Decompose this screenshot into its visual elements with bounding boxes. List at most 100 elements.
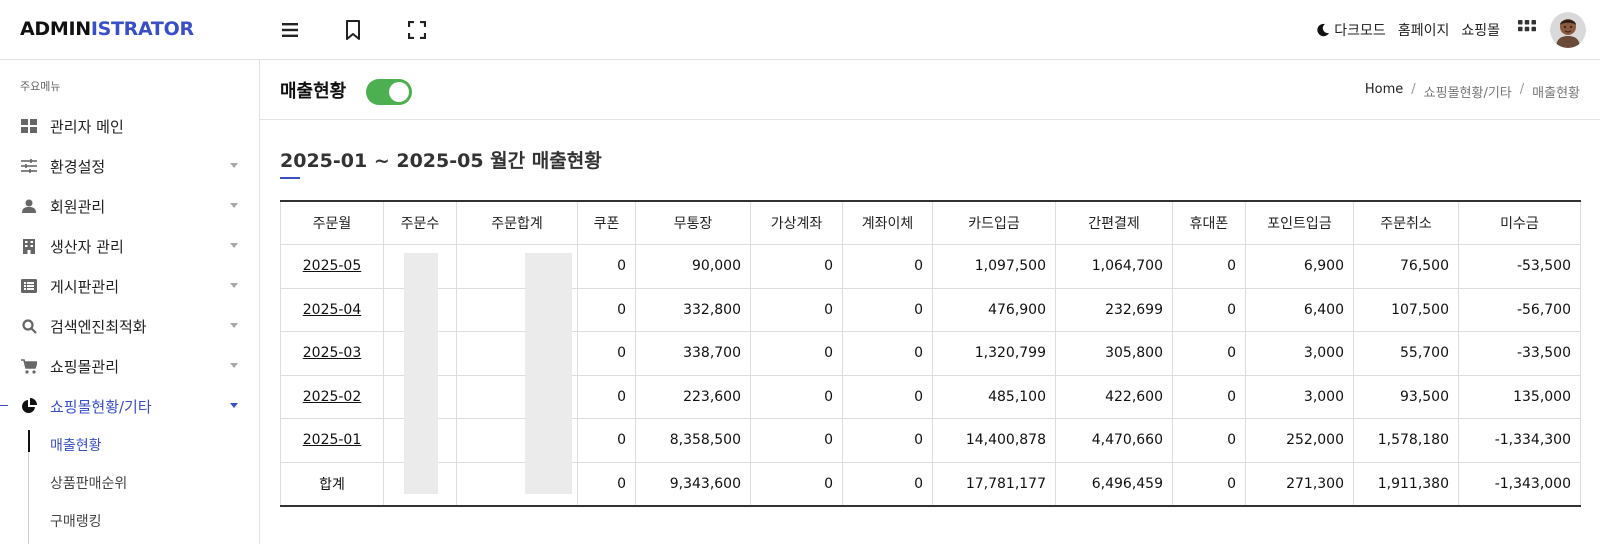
table-cell: 338,700: [635, 331, 751, 376]
sidebar-title: 주요메뉴: [20, 80, 61, 93]
chevron-down-icon: [230, 203, 238, 208]
breadcrumb: Home / 쇼핑몰현황/기타 / 매출현황: [1365, 82, 1580, 101]
table-cell: 422,600: [1055, 374, 1173, 419]
sales-table: 주문월 주문수 주문합계 쿠폰 무통장 가상계좌 계좌이체 카드입금 간편결제 …: [280, 200, 1581, 507]
column-header: 간편결제: [1055, 200, 1173, 245]
table-cell: 107,500: [1353, 287, 1459, 332]
section-title: 2025-01 ~ 2025-05 월간 매출현황: [280, 150, 602, 172]
table-cell: 2025-05: [280, 244, 384, 289]
avatar[interactable]: [1550, 12, 1586, 48]
table-row: 2025-021,30223,60000485,100422,60003,000…: [280, 374, 1581, 419]
table-total-row: 합계37,809,343,6000017,781,1776,496,459027…: [280, 461, 1581, 506]
table-cell: 1,578,180: [1353, 418, 1459, 463]
table-cell: 6,400: [1245, 287, 1354, 332]
list-icon: [20, 277, 38, 295]
building-icon: [20, 237, 38, 255]
homepage-label: 홈페이지: [1397, 23, 1450, 39]
table-cell: 0: [1172, 244, 1246, 289]
page-title: 매출현황: [280, 81, 347, 102]
table-cell: 485,100: [932, 374, 1056, 419]
redaction-mask-order-count: [404, 253, 438, 494]
sidebar-item-label: 생산자 관리: [50, 237, 124, 256]
table-cell: 0: [842, 244, 933, 289]
table-cell: 2025-01: [280, 418, 384, 463]
sidebar-item-boards[interactable]: 게시판관리: [0, 270, 259, 302]
breadcrumb-separator: /: [1411, 82, 1416, 97]
submenu-item-product-ranking[interactable]: 상품판매순위: [50, 476, 128, 492]
chevron-down-icon: [230, 403, 238, 408]
table-row: 2025-0131,108,358,5000014,400,8784,470,6…: [280, 418, 1581, 463]
hamburger-menu-icon[interactable]: [277, 17, 303, 43]
submenu-item-sales-status[interactable]: 매출현황: [50, 438, 102, 454]
table-cell: 0: [1172, 331, 1246, 376]
breadcrumb-section[interactable]: 쇼핑몰현황/기타: [1423, 86, 1512, 101]
table-cell: 55,700: [1353, 331, 1459, 376]
table-cell: 305,800: [1055, 331, 1173, 376]
table-cell: 0: [842, 287, 933, 332]
pie-chart-icon: [20, 397, 38, 415]
column-header: 가상계좌: [750, 200, 843, 245]
table-cell: 271,300: [1245, 461, 1354, 506]
table-cell: 0: [577, 331, 636, 376]
table-cell: 76,500: [1353, 244, 1459, 289]
column-header: 휴대폰: [1172, 200, 1246, 245]
sidebar-item-members[interactable]: 회원관리: [0, 190, 259, 222]
table-cell: 1,320,799: [932, 331, 1056, 376]
column-header: 주문월: [280, 200, 384, 245]
page-toggle-switch[interactable]: [366, 79, 412, 105]
month-link[interactable]: 2025-01: [302, 432, 362, 449]
table-cell: 135,000: [1458, 374, 1581, 419]
redaction-mask-order-total: [525, 253, 572, 494]
column-header: 주문수: [383, 200, 457, 245]
table-cell: 6,900: [1245, 244, 1354, 289]
sidebar-item-shop-status[interactable]: 쇼핑몰현황/기타: [0, 390, 259, 422]
table-cell: 2025-03: [280, 331, 384, 376]
sidebar-item-shop-management[interactable]: 쇼핑몰관리: [0, 350, 259, 382]
sidebar-item-label: 환경설정: [50, 157, 106, 176]
breadcrumb-home[interactable]: Home: [1364, 82, 1404, 97]
sliders-icon: [20, 157, 38, 175]
table-cell: 232,699: [1055, 287, 1173, 332]
sidebar-item-seo[interactable]: 검색엔진최적화: [0, 310, 259, 342]
column-header: 포인트입금: [1245, 200, 1354, 245]
sidebar-item-admin-main[interactable]: 관리자 메인: [0, 110, 259, 142]
month-link[interactable]: 2025-05: [302, 258, 362, 275]
table-cell: 2025-02: [280, 374, 384, 419]
sidebar-item-settings[interactable]: 환경설정: [0, 150, 259, 182]
dark-mode-link[interactable]: 다크모드: [1316, 20, 1386, 40]
month-link[interactable]: 2025-02: [302, 388, 362, 405]
table-row: 2025-031,90338,700001,320,799305,80003,0…: [280, 331, 1581, 376]
table-cell: -53,500: [1458, 244, 1581, 289]
submenu-item-purchase-ranking[interactable]: 구매랭킹: [50, 514, 102, 530]
sidebar-item-label: 회원관리: [50, 197, 106, 216]
sidebar-item-label: 검색엔진최적화: [50, 317, 147, 336]
table-cell: 0: [1172, 461, 1246, 506]
page-header: 매출현황 Home / 쇼핑몰현황/기타 / 매출현황: [260, 60, 1600, 120]
table-cell: 0: [750, 418, 843, 463]
sidebar-item-label: 게시판관리: [50, 277, 120, 296]
column-header: 무통장: [635, 200, 751, 245]
section-title-underline: [280, 177, 300, 179]
table-row: 2025-052,2090,000001,097,5001,064,70006,…: [280, 244, 1581, 289]
column-header: 계좌이체: [842, 200, 933, 245]
table-cell: 3,000: [1245, 331, 1354, 376]
table-cell: 0: [577, 418, 636, 463]
bookmark-icon[interactable]: [340, 17, 366, 43]
cart-icon: [20, 357, 38, 375]
column-header: 주문취소: [1353, 200, 1459, 245]
table-cell: 1,097,500: [932, 244, 1056, 289]
topbar-right-group: 다크모드 홈페이지 쇼핑몰: [1316, 10, 1586, 50]
apps-grid-icon[interactable]: [1518, 19, 1540, 41]
breadcrumb-current: 매출현황: [1532, 86, 1580, 101]
shop-link[interactable]: 쇼핑몰: [1461, 20, 1500, 40]
fullscreen-icon[interactable]: [404, 17, 430, 43]
chevron-down-icon: [230, 163, 238, 168]
sidebar-item-producers[interactable]: 생산자 관리: [0, 230, 259, 262]
search-icon: [20, 317, 38, 335]
dashboard-icon: [20, 117, 38, 135]
dark-mode-label: 다크모드: [1334, 23, 1386, 39]
month-link[interactable]: 2025-03: [302, 345, 362, 362]
homepage-link[interactable]: 홈페이지: [1398, 20, 1450, 40]
month-link[interactable]: 2025-04: [302, 301, 362, 318]
logo[interactable]: ADMINISTRATOR: [20, 18, 194, 40]
